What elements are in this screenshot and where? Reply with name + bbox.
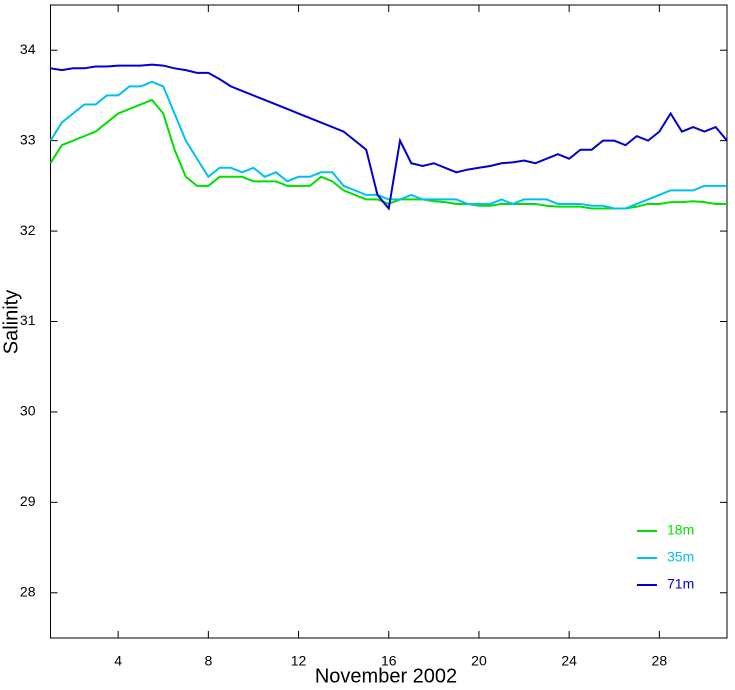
y-tick-label: 28 xyxy=(20,583,36,599)
x-axis-label: November 2002 xyxy=(315,665,457,685)
y-tick-label: 32 xyxy=(20,222,36,238)
x-tick-label: 8 xyxy=(204,653,212,669)
x-tick-label: 20 xyxy=(471,653,487,669)
legend-label: 18m xyxy=(667,522,694,538)
series-line xyxy=(49,98,727,210)
legend-label: 35m xyxy=(667,549,694,565)
y-tick-label: 29 xyxy=(20,493,36,509)
x-tick-label: 4 xyxy=(114,653,122,669)
x-tick-label: 12 xyxy=(291,653,307,669)
y-tick-label: 30 xyxy=(20,403,36,419)
x-tick-label: 16 xyxy=(381,653,397,669)
y-axis-label: Salinity xyxy=(0,290,22,354)
y-tick-label: 33 xyxy=(20,131,36,147)
x-tick-label: 28 xyxy=(652,653,668,669)
y-tick-label: 31 xyxy=(20,312,36,328)
x-tick-label: 24 xyxy=(561,653,577,669)
y-tick-label: 34 xyxy=(20,41,36,57)
series-line xyxy=(50,63,728,211)
series-line xyxy=(49,80,727,210)
legend-label: 71m xyxy=(667,576,694,592)
